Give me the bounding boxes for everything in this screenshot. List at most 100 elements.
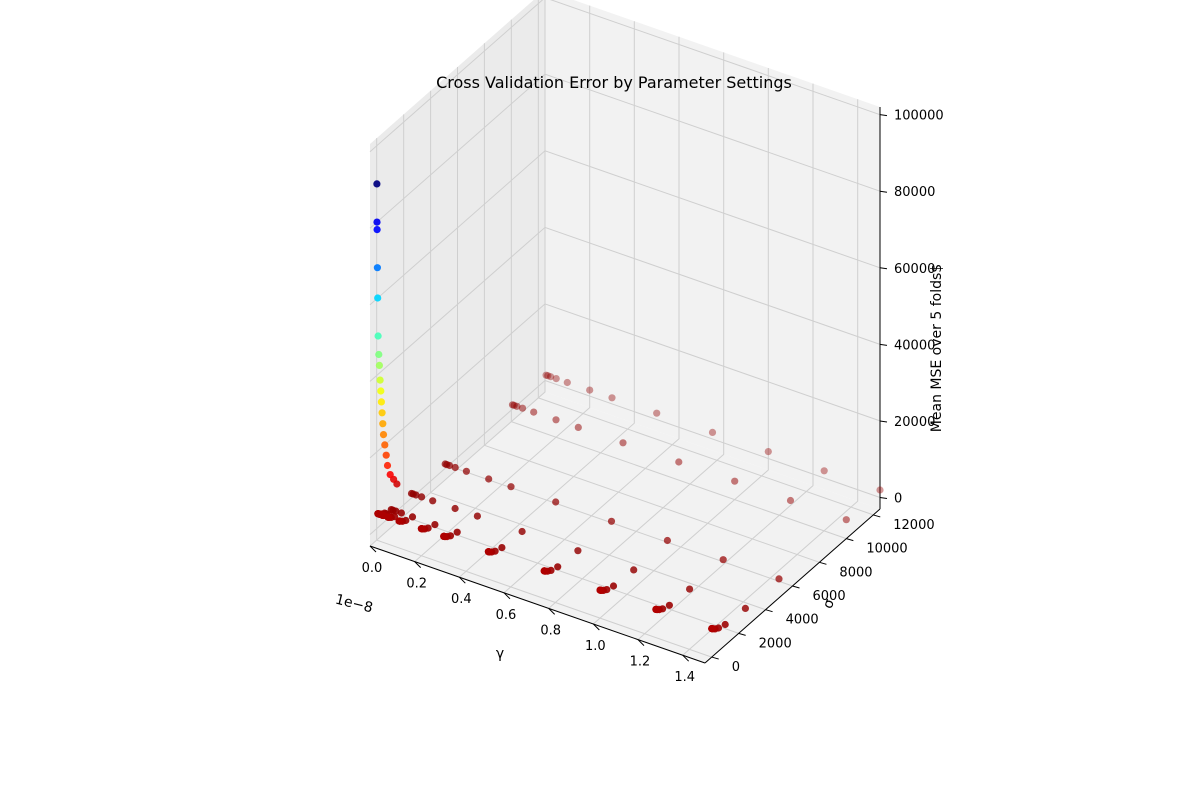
- y-tick-mark: [819, 561, 827, 565]
- data-point: [374, 332, 382, 340]
- z-tick-label: 60000: [894, 262, 935, 277]
- y-tick-label: 12000: [893, 518, 934, 533]
- y-tick-label: 10000: [866, 542, 907, 557]
- tick-labels: 0.0 0.2 0.4 0.6 0.8 1.0 1.2 1.4 0 2000 4000 6000 800…: [362, 109, 944, 686]
- z-tick-label: 20000: [894, 415, 935, 430]
- grid-line-x: [592, 68, 769, 625]
- y-tick-mark: [792, 585, 800, 589]
- data-point: [665, 601, 674, 609]
- data-point: [552, 416, 560, 424]
- data-point: [373, 180, 381, 188]
- x-tick-mark: [458, 576, 466, 584]
- data-point: [373, 264, 381, 272]
- y-tick-mark: [765, 609, 773, 613]
- data-point: [378, 409, 386, 417]
- data-point: [378, 511, 386, 519]
- z-tick-mark: [879, 190, 888, 193]
- y-tick-label: 8000: [839, 565, 872, 580]
- x-tick-mark: [414, 561, 422, 568]
- grid-line-x: [503, 36, 680, 594]
- data-point: [663, 536, 672, 545]
- data-point: [653, 409, 661, 417]
- data-point: [741, 604, 750, 613]
- data-point: [382, 451, 390, 459]
- grid-line-x: [637, 83, 814, 640]
- x-tick-label: 1.0: [585, 639, 606, 654]
- grid-line-x: [369, 0, 546, 547]
- data-point: [608, 394, 616, 402]
- data-point: [596, 586, 604, 594]
- data-point: [375, 361, 383, 369]
- data-point: [446, 461, 454, 470]
- y-tick-mark: [873, 514, 881, 518]
- grid-line-z: [369, 150, 881, 306]
- x-axis-offset-label: 1e−8: [334, 592, 375, 617]
- data-point: [392, 507, 400, 515]
- data-point: [473, 512, 481, 520]
- z-tick-label: 0: [894, 492, 902, 507]
- data-point: [574, 423, 582, 431]
- z-tick-mark: [879, 343, 888, 346]
- data-point: [675, 458, 683, 466]
- data-point: [552, 375, 560, 383]
- y-tick-label: 2000: [759, 636, 792, 651]
- data-point: [686, 585, 694, 593]
- data-point: [412, 491, 420, 499]
- data-point: [876, 486, 884, 494]
- grid-line-y: [403, 114, 739, 634]
- data-point: [518, 527, 526, 536]
- data-point: [373, 226, 381, 234]
- y-tick-mark: [846, 538, 854, 542]
- data-point: [484, 548, 492, 556]
- data-point: [462, 467, 470, 475]
- data-point: [563, 378, 571, 387]
- back-pane: [545, 0, 880, 509]
- data-point: [586, 386, 594, 394]
- data-point: [731, 477, 739, 485]
- data-point: [607, 517, 616, 525]
- x-axis-label: γ: [496, 646, 504, 662]
- x-tick-label: 0.8: [540, 623, 561, 638]
- data-point: [542, 371, 550, 379]
- grid-line-y: [430, 90, 766, 611]
- y-tick-label: 6000: [813, 589, 846, 604]
- data-point: [429, 497, 437, 505]
- data-point: [513, 402, 521, 410]
- data-point: [383, 461, 392, 470]
- data-point: [547, 373, 555, 381]
- data-point: [395, 517, 403, 525]
- data-point: [418, 493, 426, 501]
- data-point: [386, 471, 394, 479]
- data-point: [381, 441, 389, 449]
- grid-line-x: [682, 99, 859, 656]
- data-point: [498, 544, 506, 552]
- grid-line-z: [369, 0, 881, 153]
- data-point: [518, 404, 527, 412]
- data-point: [374, 294, 382, 302]
- x-tick-label: 0.6: [496, 608, 517, 623]
- data-point: [630, 566, 638, 574]
- x-axis-line: [369, 545, 706, 664]
- z-axis-label: Mean MSE over 5 folds$: [929, 264, 945, 432]
- data-point: [530, 408, 538, 416]
- data-point: [719, 556, 727, 564]
- data-point: [708, 625, 716, 633]
- data-point: [451, 504, 459, 513]
- x-tick-label: 1.2: [630, 655, 651, 670]
- z-tick-label: 100000: [894, 109, 944, 124]
- data-point: [431, 521, 439, 529]
- x-tick-mark: [592, 623, 600, 631]
- grid-line-x: [414, 5, 591, 562]
- x-tick-mark: [548, 608, 556, 615]
- data-point: [775, 575, 783, 583]
- grid-line-z: [369, 303, 881, 459]
- data-point: [764, 448, 772, 456]
- data-point: [377, 398, 385, 406]
- y-tick-mark: [711, 656, 719, 660]
- x-tick-mark: [637, 639, 645, 646]
- data-point: [375, 350, 383, 359]
- z-tick-label: 40000: [894, 338, 935, 353]
- data-point: [721, 620, 729, 629]
